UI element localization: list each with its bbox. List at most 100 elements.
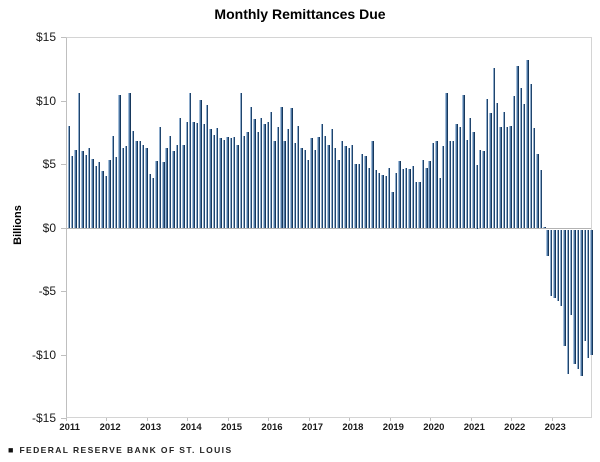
bar — [526, 59, 529, 229]
x-tick-label: 2023 — [544, 422, 566, 433]
bar — [418, 181, 421, 229]
bar — [586, 229, 590, 358]
bar — [276, 126, 280, 229]
bar — [499, 126, 502, 229]
bar — [495, 102, 499, 229]
bar — [445, 92, 448, 229]
bar — [273, 140, 276, 229]
bar — [371, 140, 374, 229]
bar — [377, 172, 381, 229]
bar — [151, 177, 155, 229]
bar — [216, 128, 219, 229]
y-tick-label: -$10 — [31, 347, 56, 362]
bar — [138, 140, 141, 229]
bar — [212, 134, 216, 229]
bar — [74, 149, 77, 229]
bar — [135, 140, 138, 229]
y-tick-label: $15 — [35, 30, 56, 44]
bar — [94, 166, 98, 229]
x-tick-mark — [551, 418, 553, 421]
bar — [280, 106, 283, 229]
bar — [111, 135, 114, 229]
bar — [482, 151, 485, 229]
bar — [320, 124, 323, 229]
bar — [219, 138, 222, 229]
bar — [465, 139, 468, 229]
bar — [563, 229, 566, 347]
x-tick-mark — [308, 418, 310, 421]
bar — [546, 229, 549, 257]
bar — [401, 168, 404, 229]
x-tick-label: 2022 — [504, 422, 526, 433]
y-tick-mark — [61, 291, 66, 292]
bar — [414, 181, 418, 229]
bar — [192, 121, 195, 229]
bar — [391, 191, 394, 229]
x-tick-mark — [106, 418, 108, 421]
bar — [327, 144, 330, 229]
x-tick-mark — [470, 418, 472, 421]
bar — [539, 170, 543, 229]
bar — [364, 156, 367, 229]
bar — [236, 144, 239, 229]
bar — [421, 159, 425, 229]
bar — [384, 176, 388, 229]
x-tick-label: 2016 — [261, 422, 283, 433]
x-tick-mark — [66, 418, 67, 421]
bar — [573, 229, 576, 365]
bar — [162, 162, 165, 229]
bar — [77, 92, 81, 229]
bar — [148, 173, 151, 229]
y-axis: $15 $10 $5 $0 -$5 -$10 -$15 — [0, 30, 66, 425]
bar — [374, 170, 377, 229]
x-tick-mark — [146, 418, 148, 421]
bar — [175, 144, 178, 229]
bar — [479, 149, 482, 229]
bar — [283, 140, 286, 229]
bar — [344, 145, 347, 229]
bar — [243, 135, 246, 229]
bar — [394, 172, 398, 229]
bar — [249, 106, 253, 229]
bar — [232, 137, 236, 229]
y-tick-mark — [61, 37, 66, 38]
bar — [334, 148, 337, 229]
bar — [367, 167, 371, 229]
bar — [350, 144, 354, 229]
bar — [195, 123, 199, 229]
bar — [492, 68, 495, 229]
bar — [441, 145, 445, 229]
y-tick-label: $10 — [35, 93, 56, 108]
x-tick-label: 2021 — [463, 422, 485, 433]
bar — [438, 177, 441, 229]
bar — [566, 229, 570, 375]
bar — [330, 129, 334, 229]
x-tick-label: 2012 — [99, 422, 121, 433]
bar — [128, 92, 131, 229]
bar — [98, 162, 101, 229]
bar — [576, 229, 580, 370]
bar — [199, 100, 202, 229]
bar — [317, 137, 320, 229]
bar — [296, 125, 300, 229]
x-tick-mark — [511, 418, 513, 421]
bar — [337, 159, 340, 229]
bar — [229, 138, 232, 229]
bar — [114, 157, 118, 229]
bar — [448, 140, 452, 229]
bar — [512, 96, 516, 229]
bar — [323, 135, 327, 229]
bar — [458, 126, 462, 229]
y-tick-mark — [61, 164, 66, 165]
x-tick-mark — [227, 418, 229, 421]
bar — [182, 144, 185, 229]
x-tick-label: 2015 — [220, 422, 243, 433]
bar — [381, 175, 384, 229]
bar — [303, 149, 307, 229]
bar — [239, 92, 243, 229]
bar — [549, 229, 553, 296]
x-tick-label: 2018 — [342, 422, 364, 433]
square-bullet-icon: ■ — [8, 444, 14, 455]
x-tick-mark — [430, 418, 432, 421]
